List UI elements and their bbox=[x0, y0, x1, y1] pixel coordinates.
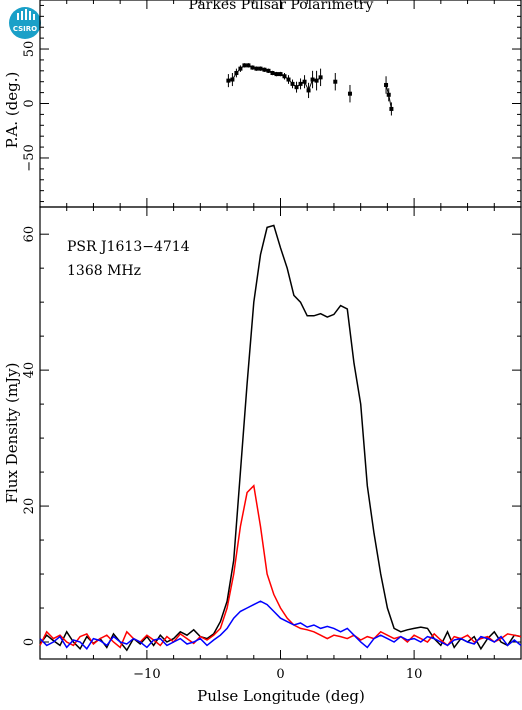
pa-point bbox=[333, 72, 338, 91]
flux-axis-ticks: 0 20 40 60 −10 0 10 bbox=[22, 207, 522, 682]
frequency-annotation: 1368 MHz bbox=[67, 263, 141, 279]
pa-point bbox=[304, 81, 311, 99]
flux-y-tick-label: 20 bbox=[22, 498, 37, 515]
x-tick-label: 0 bbox=[276, 667, 284, 682]
flux-density-panel: 0 20 40 60 −10 0 10 PSR J1613−4714 1368 MHz Fl… bbox=[3, 206, 522, 705]
pa-point bbox=[385, 84, 391, 102]
x-tick-label: 10 bbox=[406, 667, 423, 682]
pa-point bbox=[308, 70, 315, 91]
pa-point bbox=[240, 63, 247, 70]
pa-point bbox=[316, 68, 323, 87]
x-tick-label: −10 bbox=[133, 667, 160, 682]
flux-y-axis-label: Flux Density (mJy) bbox=[3, 363, 21, 504]
pa-y-tick-label: 50 bbox=[22, 41, 37, 58]
linear-intensity-line bbox=[39, 484, 522, 649]
x-axis-label: Pulse Longitude (deg) bbox=[197, 687, 365, 705]
pa-point bbox=[231, 68, 239, 80]
pulsar-name-annotation: PSR J1613−4714 bbox=[67, 239, 190, 255]
pa-point bbox=[300, 75, 307, 89]
flux-y-tick-label: 40 bbox=[22, 362, 37, 379]
pa-y-tick-label: −50 bbox=[22, 144, 37, 171]
pa-plot-frame bbox=[39, 0, 522, 208]
pa-y-axis-label: P.A. (deg.) bbox=[3, 72, 21, 149]
logo-text: CSIRO bbox=[13, 25, 37, 33]
pa-axis-ticks: −50 0 50 bbox=[22, 0, 522, 207]
csiro-logo: CSIRO bbox=[9, 7, 41, 39]
pa-point bbox=[288, 79, 295, 89]
pa-data-points bbox=[226, 63, 394, 116]
flux-y-tick-label: 60 bbox=[22, 226, 37, 243]
circular-intensity-line bbox=[39, 600, 522, 650]
chart-title: Parkes Pulsar Polarimetry bbox=[189, 0, 374, 13]
flux-y-tick-label: 0 bbox=[22, 638, 37, 646]
pa-point bbox=[296, 78, 303, 90]
pa-point bbox=[388, 94, 394, 116]
pa-point bbox=[347, 84, 352, 103]
total-intensity-line bbox=[39, 224, 522, 652]
pa-point bbox=[280, 72, 287, 80]
position-angle-panel: −50 0 50 P.A. (deg.) bbox=[3, 0, 522, 208]
pa-y-tick-label: 0 bbox=[22, 99, 37, 107]
pa-point bbox=[284, 75, 291, 84]
flux-series-lines bbox=[39, 224, 522, 652]
pa-point bbox=[236, 65, 243, 74]
